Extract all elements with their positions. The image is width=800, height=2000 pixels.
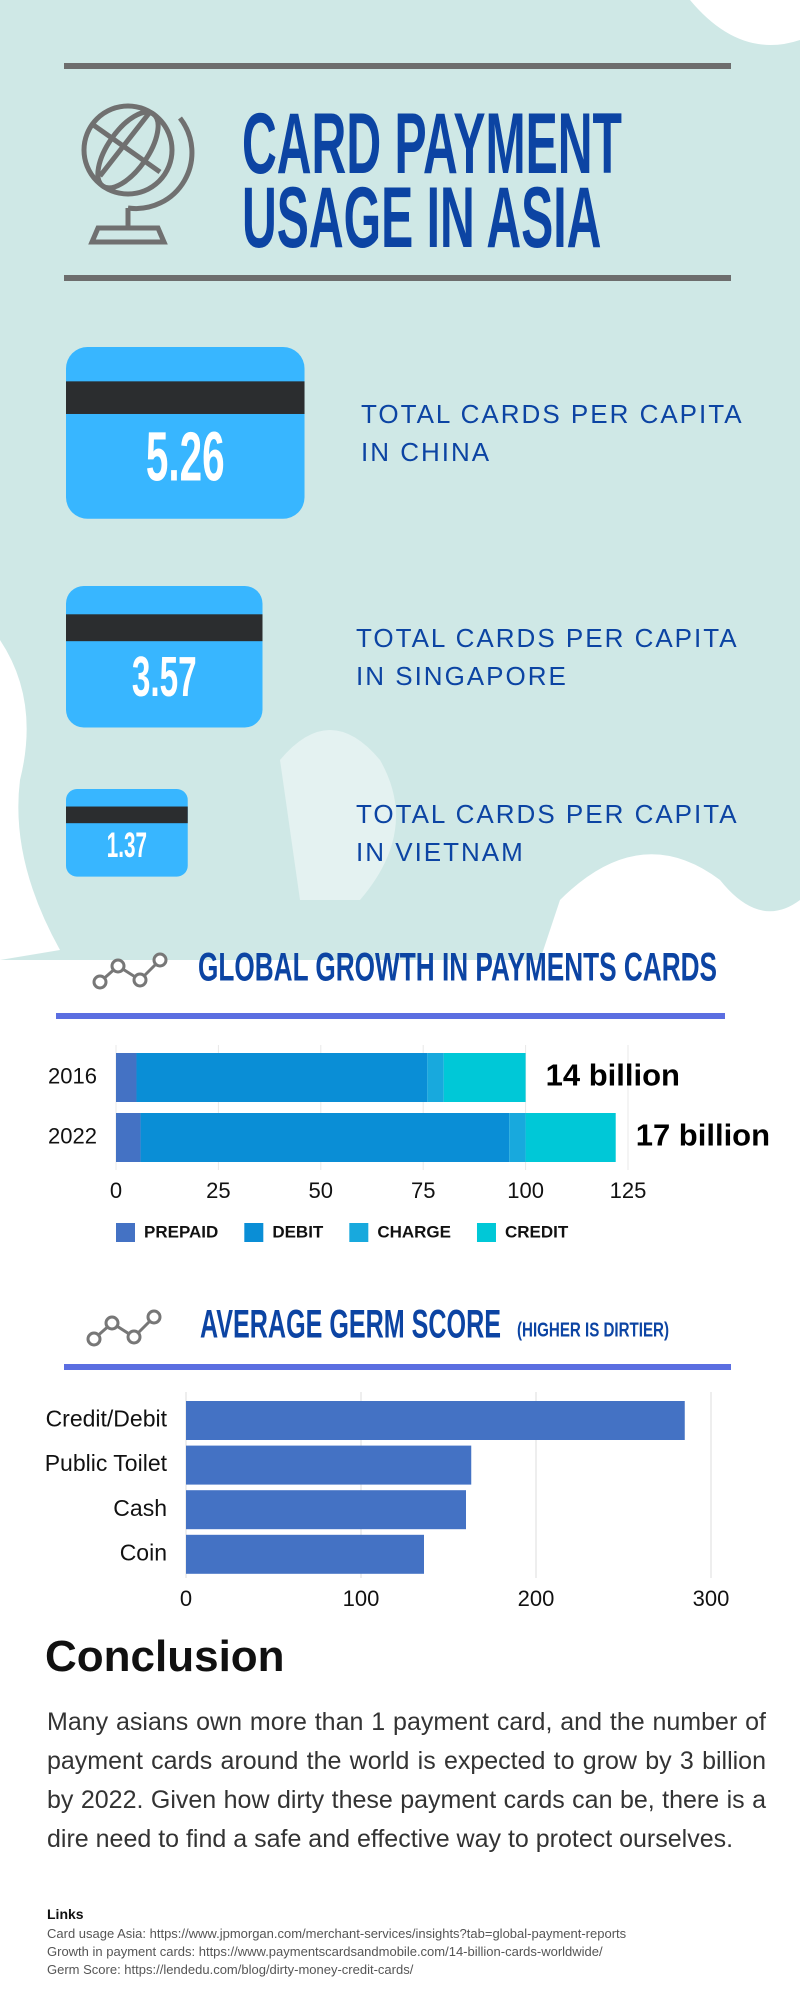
card-value: 1.37	[107, 826, 147, 865]
card-stripe	[66, 381, 305, 414]
chart-title: GLOBAL GROWTH IN PAYMENTS CARDS	[198, 946, 717, 990]
x-tick-label: 200	[518, 1586, 555, 1611]
legend-label: CHARGE	[377, 1222, 451, 1241]
bar-segment	[525, 1113, 616, 1162]
legend-swatch	[116, 1223, 135, 1242]
bar-segment	[116, 1113, 141, 1162]
chart-subtitle: (HIGHER IS DIRTIER)	[517, 1319, 669, 1341]
trend-icon-dot	[152, 952, 168, 968]
x-tick-label: 50	[309, 1178, 333, 1203]
y-tick-label: 2022	[48, 1123, 97, 1148]
chart-title: AVERAGE GERM SCORE	[200, 1303, 501, 1347]
link: Germ Score: https://lendedu.com/blog/dir…	[47, 1962, 414, 1977]
y-tick-label: Public Toilet	[45, 1450, 168, 1476]
title: CARD PAYMENT USAGE IN ASIA	[242, 96, 622, 266]
trend-icon	[93, 1315, 156, 1341]
sea	[280, 730, 396, 900]
bar	[186, 1401, 685, 1440]
stat-label: TOTAL CARDS PER CAPITA IN VIETNAM	[356, 798, 738, 867]
legend-swatch	[476, 1223, 496, 1242]
bar-segment	[116, 1053, 137, 1102]
trend-icon-dot	[132, 972, 148, 988]
bar-segment	[443, 1053, 526, 1102]
x-tick-label: 25	[206, 1178, 230, 1203]
link: Growth in payment cards: https://www.pay…	[47, 1944, 603, 1959]
sea	[690, 0, 800, 45]
bar	[186, 1534, 424, 1574]
legend-label: CREDIT	[505, 1222, 569, 1241]
sea	[540, 854, 800, 960]
annotation: 14 billion	[546, 1058, 680, 1093]
trend-icon-dot	[110, 958, 126, 974]
conclusion-heading: Conclusion	[45, 1632, 285, 1681]
legend-swatch	[349, 1223, 369, 1242]
bar-segment	[136, 1053, 428, 1102]
annotation: 17 billion	[636, 1118, 770, 1153]
x-tick-label: 300	[693, 1586, 730, 1611]
globe-icon	[81, 103, 195, 245]
stat-label: TOTAL CARDS PER CAPITA IN CHINA	[361, 398, 743, 467]
x-tick-label: 100	[507, 1178, 544, 1203]
links-heading: Links	[47, 1906, 84, 1922]
legend-label: PREPAID	[144, 1222, 218, 1241]
bar	[186, 1445, 472, 1485]
stat-label: TOTAL CARDS PER CAPITA IN SINGAPORE	[356, 622, 738, 691]
bar	[186, 1490, 466, 1530]
card-value: 5.26	[146, 417, 225, 495]
conclusion-text: Many asians own more than 1 payment card…	[47, 1708, 766, 1853]
legend-label: DEBIT	[272, 1222, 324, 1241]
trend-icon	[99, 958, 162, 984]
x-tick-label: 0	[110, 1178, 122, 1203]
trend-icon-dot	[92, 974, 108, 990]
trend-icon-dot	[104, 1315, 120, 1331]
x-tick-label: 75	[411, 1178, 435, 1203]
trend-icon-dot	[86, 1331, 102, 1347]
link: Card usage Asia: https://www.jpmorgan.co…	[47, 1926, 627, 1941]
card-value: 3.57	[132, 645, 197, 709]
card-stripe	[66, 614, 263, 642]
card-stripe	[66, 806, 188, 824]
x-tick-label: 100	[343, 1586, 380, 1611]
y-tick-label: Credit/Debit	[46, 1406, 168, 1432]
legend-swatch	[244, 1223, 264, 1242]
y-tick-label: 2016	[48, 1063, 97, 1088]
y-tick-label: Coin	[120, 1539, 167, 1565]
links: Card usage Asia: https://www.jpmorgan.co…	[47, 1925, 626, 1979]
x-tick-label: 125	[610, 1178, 647, 1203]
sea	[0, 640, 60, 960]
trend-icon-dot	[146, 1309, 162, 1325]
trend-icon-dot	[126, 1329, 142, 1345]
x-tick-label: 0	[180, 1586, 192, 1611]
bar-segment	[509, 1113, 526, 1162]
bar-segment	[140, 1113, 510, 1162]
y-tick-label: Cash	[113, 1495, 167, 1521]
bar-segment	[427, 1053, 444, 1102]
